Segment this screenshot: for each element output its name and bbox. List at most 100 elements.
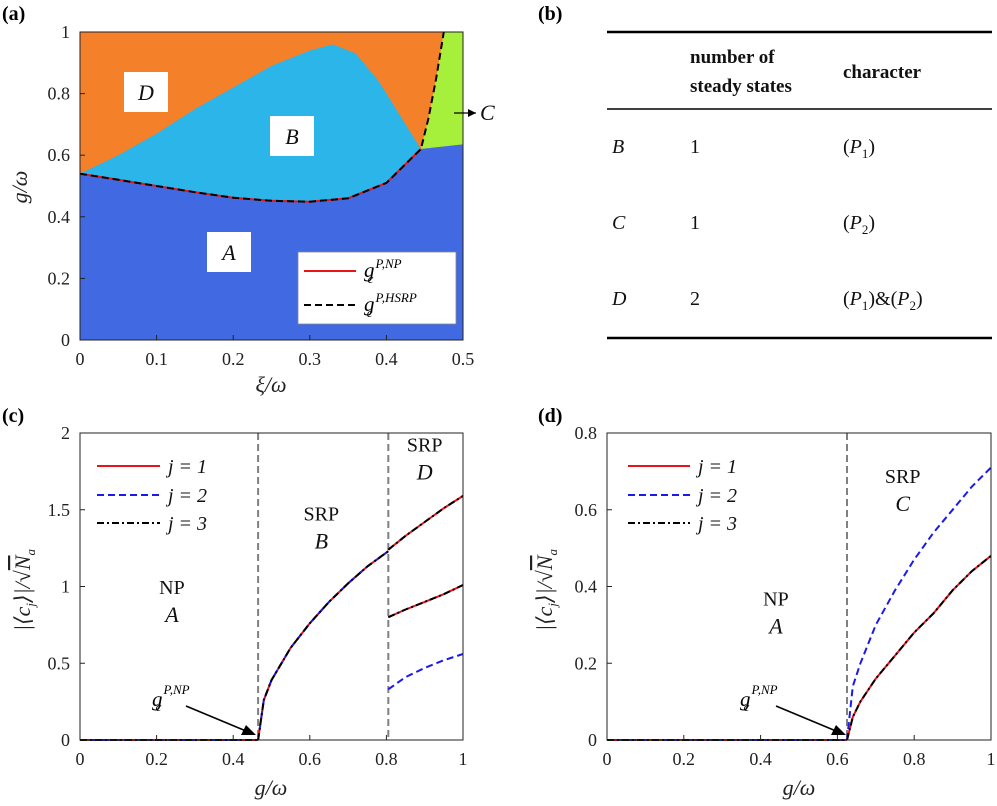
c-arrow-head <box>468 109 476 117</box>
y-tick-label-a: 1 <box>61 22 70 42</box>
critical-guides-c <box>257 433 390 740</box>
x-axis-label-d: g/ω <box>783 775 816 800</box>
legend-a <box>297 251 457 325</box>
x-tick-label: 0.8 <box>375 749 398 769</box>
series-j2-line <box>846 466 992 741</box>
panel-label-b: (b) <box>538 3 562 25</box>
y-tick-label-a: 0 <box>61 330 70 350</box>
legend-j3-label: j = 3 <box>165 513 207 535</box>
series-j3-line <box>387 495 464 551</box>
y-tick-label: 0.2 <box>575 653 598 673</box>
x-tick-label-a: 0.2 <box>222 349 245 369</box>
legend-d-j2-label: j = 2 <box>695 485 737 507</box>
x-tick-label: 0.6 <box>299 749 322 769</box>
x-tick-label-a: 0 <box>76 349 85 369</box>
legend-d: j = 1 j = 2 j = 3 <box>628 456 737 535</box>
x-tick-label: 0.4 <box>222 749 245 769</box>
series-j1-line <box>387 584 464 619</box>
critical-arrow-c-label: gP,NP c <box>152 682 190 714</box>
series-j2-line <box>257 550 389 741</box>
legend-c: j = 1 j = 2 j = 3 <box>97 456 207 535</box>
tick-labels-c: 0 0.2 0.4 0.6 0.8 1 0 0.5 1 1.5 2 <box>48 423 468 769</box>
y-axis-label-a: g/ω <box>7 171 32 204</box>
y-tick-label: 0.4 <box>575 577 598 597</box>
critical-arrow-d-line <box>775 705 837 732</box>
y-tick-label: 0 <box>61 730 70 750</box>
panel-label-c: (c) <box>2 405 24 427</box>
x-tick-labels-a: 0 0.1 0.2 0.3 0.4 0.5 <box>76 349 475 369</box>
y-tick-label-a: 0.8 <box>48 84 71 104</box>
legend-d-j3-label: j = 3 <box>695 513 737 535</box>
region-c-area <box>420 32 463 150</box>
y-tick-label: 0.6 <box>575 500 598 520</box>
legend-np-label: gP,NP c <box>364 256 402 286</box>
x-tick-label-a: 0.1 <box>145 349 168 369</box>
series-j1-line <box>846 555 992 741</box>
table-header-count-line1: number of <box>690 47 775 68</box>
region-phase-label: NP <box>763 589 789 611</box>
y-tick-label: 0.8 <box>575 423 598 443</box>
table-row-d-count: 2 <box>690 288 700 310</box>
region-b-label-box <box>270 116 314 156</box>
plot-frame-a <box>79 31 464 341</box>
region-c-label: C <box>480 100 495 125</box>
region-phase-label: NP <box>159 577 185 599</box>
y-tick-label: 1 <box>61 577 70 597</box>
region-d-label: D <box>137 80 154 105</box>
tick-labels-d: 0 0.2 0.4 0.6 0.8 1 0 0.2 0.4 0.6 0.8 <box>575 423 996 769</box>
series-j2-line <box>387 653 464 691</box>
x-tick-label: 1 <box>987 749 996 769</box>
x-axis-label-c: g/ω <box>255 775 288 800</box>
y-tick-label: 1.5 <box>48 500 71 520</box>
region-letter-label: D <box>416 459 433 484</box>
region-b-label: B <box>285 124 298 149</box>
table-row-c-label: C <box>612 212 626 234</box>
region-letter-label: A <box>767 614 783 639</box>
x-tick-label-a: 0.4 <box>375 349 398 369</box>
region-a-label-box <box>207 232 251 272</box>
ticks-d <box>606 432 992 741</box>
panel-label-a: (a) <box>2 3 25 25</box>
y-axis-label-d: |⟨cj⟩|/√Na <box>532 548 560 631</box>
table-row-b-character: (P1) <box>843 136 875 161</box>
x-tick-label: 0 <box>76 749 85 769</box>
region-labels-d: NP A SRP C <box>763 466 920 639</box>
x-axis-label-a: ξ/ω <box>255 372 286 397</box>
table-row-d-label: D <box>611 288 627 310</box>
legend-j1-label: j = 1 <box>165 456 207 478</box>
region-a-label: A <box>220 240 236 265</box>
critical-arrow-d: gP,NP c <box>740 682 846 735</box>
region-phase-label: SRP <box>407 434 443 456</box>
critical-arrow-c: gP,NP c <box>152 682 256 735</box>
y-tick-label: 0 <box>588 730 597 750</box>
x-tick-label-a: 0.5 <box>452 349 475 369</box>
y-ticks-a <box>80 31 85 341</box>
table-row-b-label: B <box>612 136 624 158</box>
x-tick-label: 0.2 <box>673 749 696 769</box>
x-ticks-a <box>79 335 464 340</box>
y-axis-label-c: |⟨cj⟩|/√Na <box>10 548 38 631</box>
region-labels-c: NP A SRP B SRP D <box>159 434 442 627</box>
plot-frame-c <box>79 432 464 741</box>
y-tick-labels-a: 0 0.2 0.4 0.6 0.8 1 <box>48 22 71 350</box>
y-tick-label: 0.5 <box>48 653 71 673</box>
x-tick-label: 0.6 <box>826 749 849 769</box>
table-row-d-character: (P1)&(P2) <box>843 288 923 313</box>
region-letter-label: B <box>315 528 328 553</box>
table-header-character: character <box>843 62 922 83</box>
hsrp-critical-line <box>79 31 445 203</box>
x-tick-label: 0.4 <box>749 749 772 769</box>
legend-j2-label: j = 2 <box>165 485 207 507</box>
order-parameter-plot-d: 0 0.2 0.4 0.6 0.8 1 0 0.2 0.4 0.6 0.8 NP A SRP C j = … <box>532 423 996 800</box>
region-b-area <box>80 44 421 202</box>
x-tick-label: 0.2 <box>145 749 168 769</box>
legend-hsrp-label: gP,HSRP c <box>364 290 417 320</box>
critical-arrow-c-head <box>241 725 256 735</box>
x-tick-label-a: 0.3 <box>299 349 322 369</box>
panel-label-d: (d) <box>538 405 562 427</box>
critical-arrow-d-head <box>831 725 846 735</box>
region-phase-label: SRP <box>303 503 339 525</box>
series-d <box>607 466 992 741</box>
series-j3-line <box>846 555 992 741</box>
